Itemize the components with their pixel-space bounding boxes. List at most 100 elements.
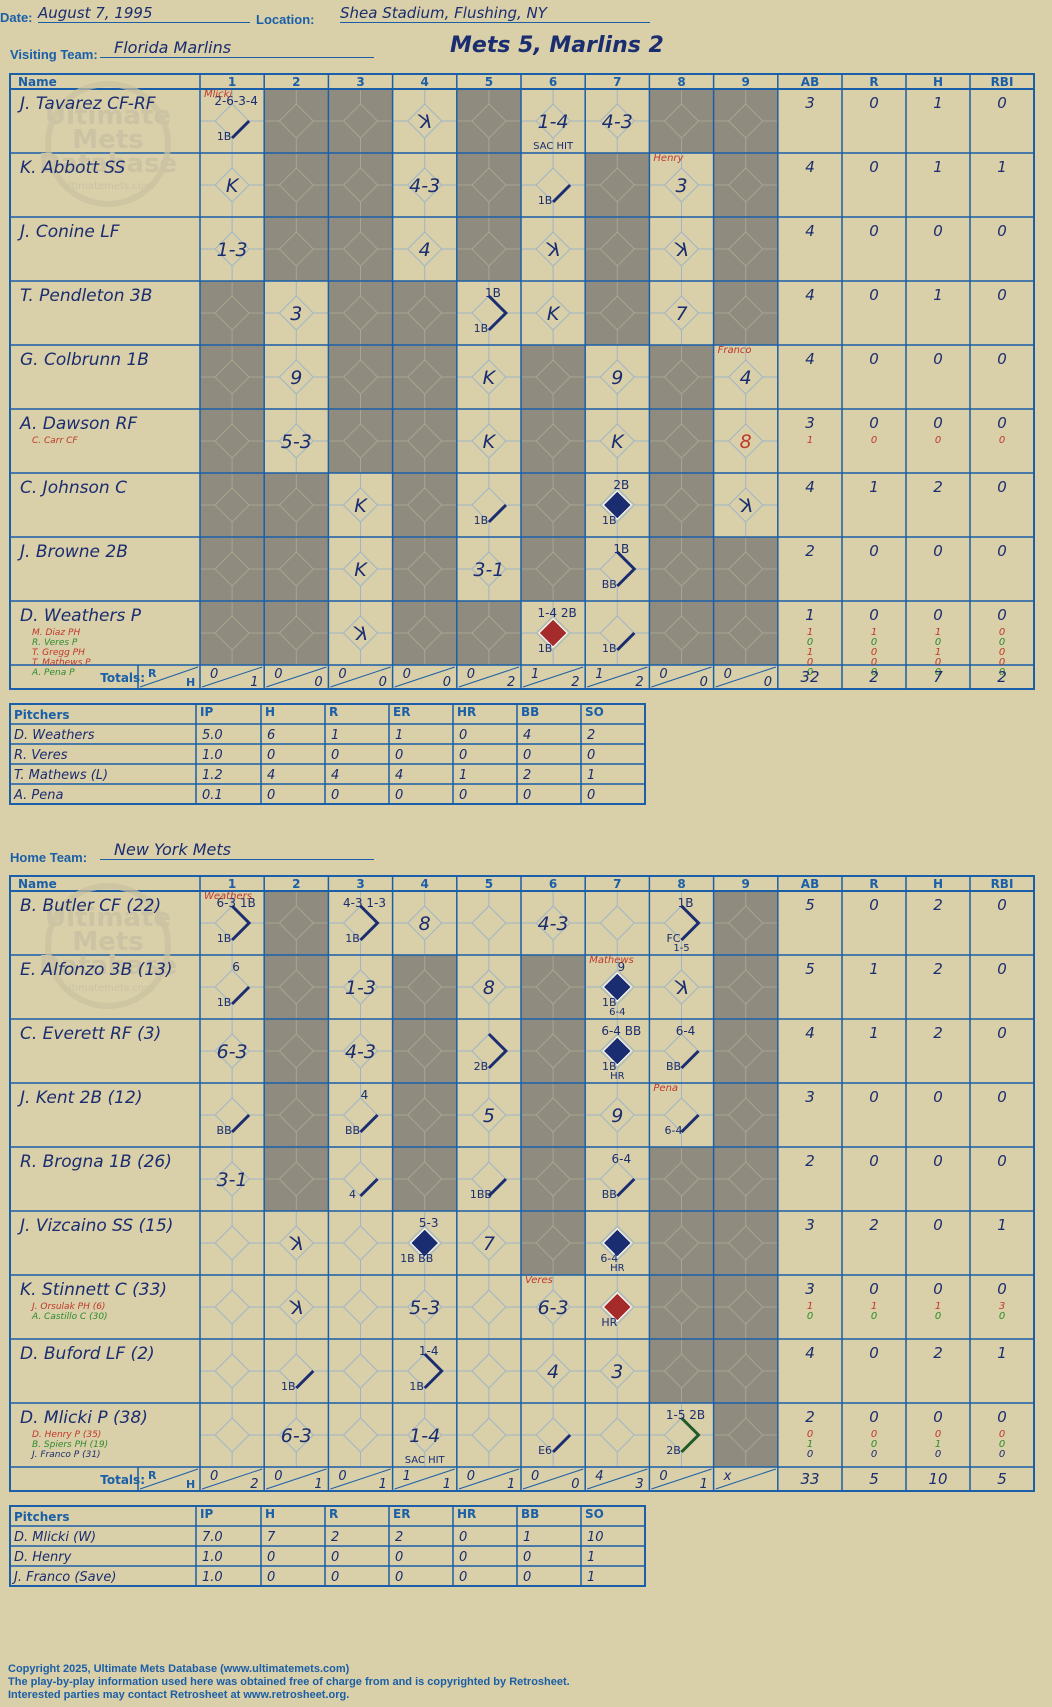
basepath xyxy=(359,1177,379,1198)
team-total-stat: 5 xyxy=(869,1470,879,1488)
batter-stat: 1 xyxy=(933,158,943,176)
batter-stat: 0 xyxy=(869,414,879,432)
batter-stat: 2 xyxy=(933,896,943,914)
batter-stat: 2 xyxy=(805,1152,815,1170)
batter-stat: 5 xyxy=(805,960,815,978)
pitching-stat: 0 xyxy=(459,728,467,743)
batter-stat: 0 xyxy=(997,94,1007,112)
play-result: K xyxy=(674,239,688,261)
run-scored-diamond xyxy=(602,490,633,520)
watermark-text: Mets xyxy=(72,927,143,957)
play-result: 1B BB xyxy=(400,1252,433,1265)
sub-stat: 1 xyxy=(807,647,813,658)
pitching-change-note: Franco xyxy=(718,345,752,356)
totals-slash xyxy=(522,666,584,688)
play-result: 1B xyxy=(345,932,360,945)
inning-hits: 0 xyxy=(379,675,387,690)
pitching-stat: 0 xyxy=(459,748,467,763)
inning-header: 9 xyxy=(742,75,750,89)
batter-stat: 0 xyxy=(997,1280,1007,1298)
batter-stat: 5 xyxy=(805,896,815,914)
pitching-change-note: Pena xyxy=(653,1083,678,1094)
batter-stat: 0 xyxy=(869,222,879,240)
sub-stat: 0 xyxy=(935,667,941,678)
basepath xyxy=(680,1049,700,1070)
home-team-label: Home Team: xyxy=(10,850,88,865)
totals-slash xyxy=(522,1468,584,1490)
sub-name: T. Gregg PH xyxy=(32,648,85,658)
sub-stat: 0 xyxy=(807,667,813,678)
location-value: Shea Stadium, Flushing, NY xyxy=(340,4,650,23)
play-result: BB xyxy=(345,1124,360,1137)
footer-copyright: Copyright 2025, Ultimate Mets Database (… xyxy=(8,1663,350,1675)
batter-name: J. Browne 2B xyxy=(17,542,128,562)
inning-header: 2 xyxy=(292,877,300,891)
play-result: BB xyxy=(602,578,617,591)
pitching-stat-header: R xyxy=(329,1507,338,1521)
pitching-stat: 0.1 xyxy=(202,788,223,803)
basepath xyxy=(423,1352,444,1390)
batter-stat: 2 xyxy=(805,542,815,560)
batter-stat: 1 xyxy=(997,1216,1007,1234)
pitching-change-note: Veres xyxy=(525,1275,553,1286)
totals-slash xyxy=(201,666,263,688)
inning-header: 8 xyxy=(677,75,685,89)
sub-stat: 3 xyxy=(999,1301,1005,1312)
basepath xyxy=(680,1113,700,1134)
pitching-stat: 0 xyxy=(587,788,595,803)
basepath xyxy=(680,904,701,942)
inning-runs: 0 xyxy=(210,667,218,682)
pitching-stat: 0 xyxy=(267,748,275,763)
batter-stat: 0 xyxy=(933,542,943,560)
batter-stat: 2 xyxy=(805,1408,815,1426)
play-advance: 6-4 xyxy=(611,1152,631,1166)
pitching-change-note: Mathews xyxy=(589,955,634,966)
inning-runs: 0 xyxy=(724,667,732,682)
pitching-stat: 1 xyxy=(395,728,403,743)
play-advance: 1B xyxy=(613,542,629,556)
pitching-stat: 0 xyxy=(459,1570,467,1585)
play-result: 7 xyxy=(483,1233,495,1255)
play-advance: 6-3 1B xyxy=(216,896,255,910)
batter-stat: 0 xyxy=(997,1024,1007,1042)
totals-slash xyxy=(266,1468,327,1490)
inning-hits: 1 xyxy=(379,1477,387,1492)
play-result: 4-3 xyxy=(409,175,440,197)
sub-stat: 0 xyxy=(999,657,1005,668)
play-result: K xyxy=(289,1233,303,1255)
play-result: 1-4 xyxy=(538,111,569,133)
batter-stat: 0 xyxy=(869,286,879,304)
play-result: K xyxy=(289,1297,303,1319)
batter-stat: 0 xyxy=(869,606,879,624)
play-result: 6-4 xyxy=(600,1252,618,1265)
pitching-stat: 0 xyxy=(459,788,467,803)
play-advance: 6 xyxy=(232,960,240,974)
batter-stat: 4 xyxy=(805,1024,815,1042)
play-result: 6-3 xyxy=(538,1297,569,1319)
watermark-text: Ultimate xyxy=(45,101,171,131)
sub-stat: 0 xyxy=(871,1429,877,1440)
batter-stat: 1 xyxy=(933,286,943,304)
run-scored-diamond xyxy=(538,618,568,648)
batter-stat: 0 xyxy=(997,1152,1007,1170)
sub-stat: 0 xyxy=(935,1449,941,1460)
play-result: 4 xyxy=(547,1361,559,1383)
pitching-stat-header: R xyxy=(329,705,338,719)
play-result: 5-3 xyxy=(281,431,312,453)
play-result: K xyxy=(354,559,368,581)
batter-stat: 4 xyxy=(805,222,815,240)
batter-name: E. Alfonzo 3B (13) xyxy=(20,960,173,980)
basepath xyxy=(231,985,251,1006)
pitching-stat: 2 xyxy=(523,768,531,783)
inning-hits: 0 xyxy=(571,1477,579,1492)
batter-stat: 0 xyxy=(933,1152,943,1170)
play-advance: 4-3 1-3 xyxy=(343,896,386,910)
watermark-text: Database xyxy=(39,149,177,179)
batter-stat: 0 xyxy=(933,606,943,624)
play-result: 1B xyxy=(281,1380,296,1393)
inning-hits: 0 xyxy=(764,675,772,690)
play-result: 6-3 xyxy=(217,1041,248,1063)
pitchers-header: Pitchers xyxy=(14,708,70,722)
sub-name: J. Franco P (31) xyxy=(30,1450,101,1460)
play-result: 9 xyxy=(611,1105,623,1127)
